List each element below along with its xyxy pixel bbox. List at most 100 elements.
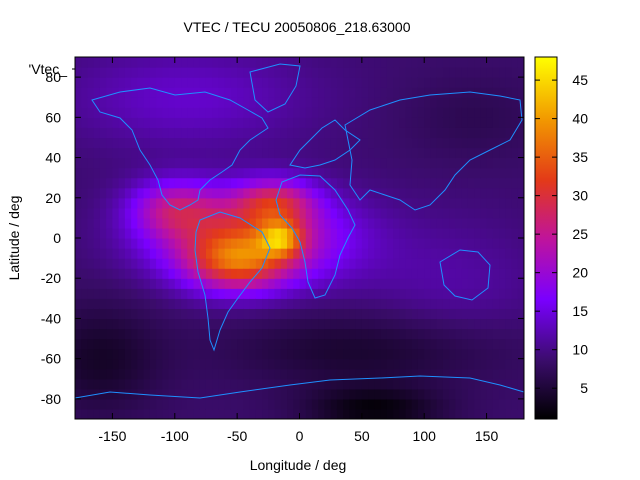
heatmap-cell <box>280 328 288 340</box>
heatmap-cell <box>99 167 107 179</box>
heatmap-cell <box>343 157 350 169</box>
heatmap-cell <box>106 177 114 189</box>
heatmap-cell <box>399 398 407 410</box>
heatmap-cell <box>118 268 126 279</box>
heatmap-cell <box>480 298 488 309</box>
heatmap-cell <box>137 87 145 98</box>
heatmap-cell <box>305 77 313 88</box>
heatmap-cell <box>318 177 326 189</box>
heatmap-cell <box>417 127 425 139</box>
heatmap-cell <box>118 177 126 189</box>
heatmap-cell <box>118 157 126 169</box>
heatmap-cell <box>262 157 269 169</box>
heatmap-cell <box>93 167 101 179</box>
heatmap-cell <box>511 328 519 340</box>
heatmap-cell <box>162 388 170 400</box>
heatmap-cell <box>411 408 419 419</box>
heatmap-cell <box>405 378 413 390</box>
heatmap-cell <box>268 117 276 128</box>
heatmap-cell <box>343 187 350 199</box>
heatmap-cell <box>255 107 263 118</box>
heatmap-cell <box>417 348 425 360</box>
heatmap-cell <box>274 398 282 410</box>
heatmap-cell <box>349 398 357 410</box>
heatmap-cell <box>212 207 220 219</box>
heatmap-cell <box>461 167 469 179</box>
heatmap-cell <box>355 338 363 350</box>
heatmap-cell <box>417 258 425 269</box>
heatmap-cell <box>517 157 524 169</box>
heatmap-cell <box>218 248 226 259</box>
heatmap-cell <box>212 348 220 360</box>
heatmap-cell <box>193 207 201 219</box>
heatmap-cell <box>112 368 120 380</box>
heatmap-cell <box>393 288 400 299</box>
heatmap-cell <box>149 298 157 309</box>
heatmap-cell <box>293 147 301 159</box>
heatmap-cell <box>99 177 107 189</box>
heatmap-cell <box>193 368 201 380</box>
heatmap-cell <box>474 358 481 370</box>
heatmap-cell <box>517 67 524 78</box>
heatmap-cell <box>517 147 524 159</box>
heatmap-cell <box>343 227 350 239</box>
heatmap-cell <box>156 288 163 299</box>
heatmap-cell <box>106 87 114 98</box>
heatmap-cell <box>442 147 450 159</box>
heatmap-cell <box>99 67 107 78</box>
heatmap-cell <box>274 338 282 350</box>
heatmap-cell <box>93 408 101 419</box>
heatmap-cell <box>424 318 432 330</box>
heatmap-cell <box>156 117 163 128</box>
heatmap-cell <box>517 167 524 179</box>
heatmap-cell <box>212 77 220 88</box>
heatmap-cell <box>205 238 213 249</box>
heatmap-cell <box>455 107 463 118</box>
heatmap-cell <box>405 207 413 219</box>
heatmap-cell <box>81 107 89 118</box>
heatmap-cell <box>330 378 338 390</box>
heatmap-cell <box>199 147 207 159</box>
heatmap-cell <box>386 348 394 360</box>
heatmap-cell <box>137 398 145 410</box>
heatmap-cell <box>393 57 400 68</box>
heatmap-cell <box>87 67 95 78</box>
heatmap-cell <box>442 268 450 279</box>
heatmap-cell <box>424 358 432 370</box>
heatmap-cell <box>181 87 188 98</box>
heatmap-cell <box>374 288 382 299</box>
heatmap-cell <box>255 197 263 209</box>
heatmap-cell <box>299 338 307 350</box>
heatmap-cell <box>343 67 350 78</box>
heatmap-cell <box>143 298 151 309</box>
heatmap-cell <box>143 258 151 269</box>
heatmap-cell <box>156 77 163 88</box>
heatmap-cell <box>187 217 195 229</box>
heatmap-cell <box>293 358 301 370</box>
heatmap-cell <box>505 217 513 229</box>
heatmap-cell <box>268 127 276 139</box>
heatmap-cell <box>268 348 276 360</box>
heatmap-cell <box>280 67 288 78</box>
heatmap-cell <box>305 298 313 309</box>
y-tick-label: -80 <box>41 391 61 407</box>
heatmap-cell <box>442 388 450 400</box>
heatmap-cell <box>280 368 288 380</box>
heatmap-cell <box>424 248 432 259</box>
heatmap-cell <box>249 157 257 169</box>
heatmap-cell <box>131 348 138 360</box>
heatmap-cell <box>461 137 469 149</box>
heatmap-cell <box>480 278 488 289</box>
heatmap-cell <box>343 197 350 209</box>
heatmap-cell <box>474 368 481 380</box>
heatmap-cell <box>486 288 494 299</box>
heatmap-cell <box>224 127 232 139</box>
heatmap-cell <box>112 187 120 199</box>
heatmap-cell <box>106 67 114 78</box>
heatmap-cell <box>442 298 450 309</box>
heatmap-cell <box>349 318 357 330</box>
heatmap-cell <box>449 358 457 370</box>
heatmap-cell <box>305 368 313 380</box>
heatmap-cell <box>255 348 263 360</box>
heatmap-cell <box>205 398 213 410</box>
